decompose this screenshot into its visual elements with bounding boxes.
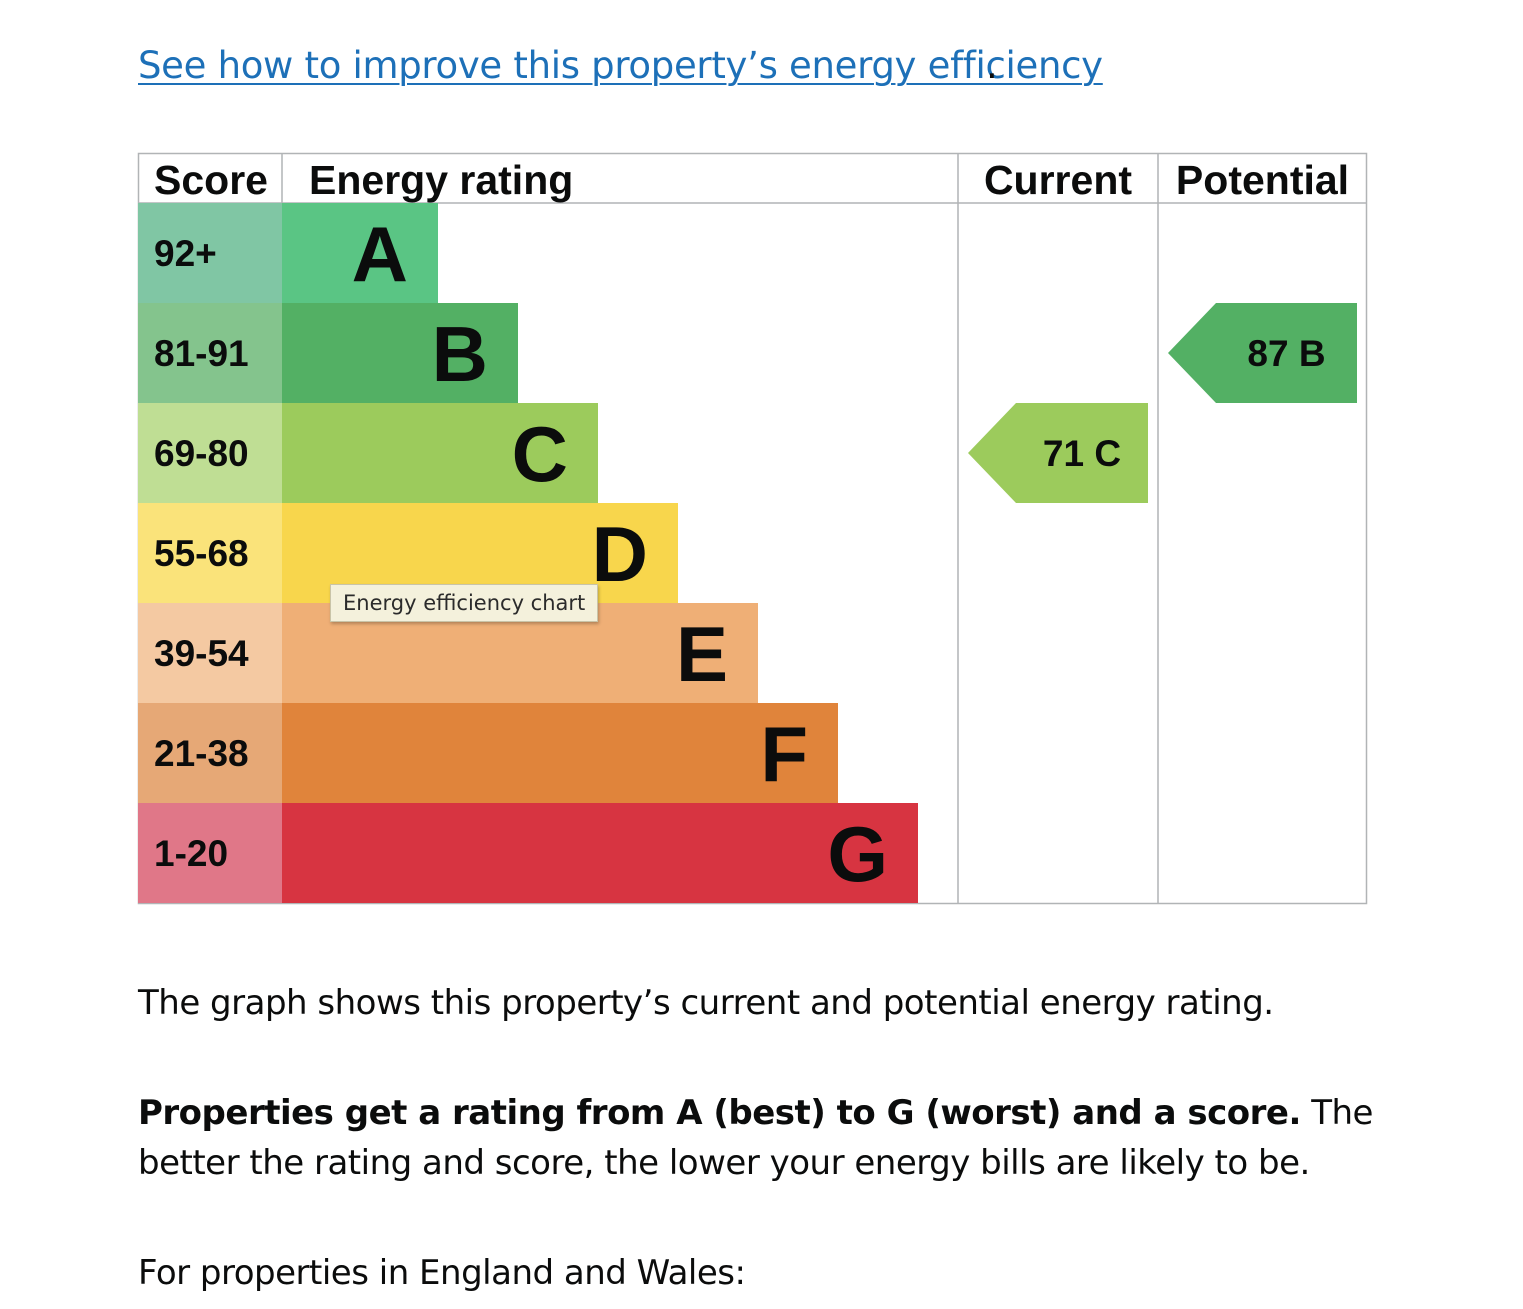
graph-description: The graph shows this property’s current … bbox=[138, 983, 1274, 1023]
score-label-e: 39-54 bbox=[154, 633, 249, 674]
current-arrow bbox=[968, 403, 1148, 503]
score-cell-a bbox=[138, 203, 282, 303]
score-cell-b bbox=[138, 303, 282, 403]
energy-efficiency-chart: 92+ 81-91 69-80 55-68 39-54 21-38 1-20 ABCDEFG… bbox=[137, 152, 1368, 905]
england-wales-intro: For properties in England and Wales: bbox=[138, 1253, 746, 1293]
band-bar-g bbox=[282, 803, 918, 903]
score-label-f: 21-38 bbox=[154, 733, 249, 774]
score-cell-c bbox=[138, 403, 282, 503]
score-cell-d bbox=[138, 503, 282, 603]
current-header: Current bbox=[984, 157, 1132, 203]
band-bar-b bbox=[282, 303, 518, 403]
score-column: 92+ 81-91 69-80 55-68 39-54 21-38 1-20 bbox=[138, 203, 282, 903]
score-cell-g bbox=[138, 803, 282, 903]
rating-arrows: 71 C 87 B bbox=[968, 303, 1357, 503]
score-header: Score bbox=[154, 157, 268, 203]
rating-explanation: Properties get a rating from A (best) to… bbox=[138, 1088, 1378, 1188]
chart-headers: Score Energy rating Current Potential bbox=[154, 157, 1349, 203]
score-label-b: 81-91 bbox=[154, 333, 249, 374]
link-trailing-period: . bbox=[986, 44, 998, 87]
band-letter-e: E bbox=[676, 610, 728, 698]
score-label-a: 92+ bbox=[154, 233, 217, 274]
band-letter-d: D bbox=[592, 510, 648, 598]
potential-header: Potential bbox=[1176, 157, 1349, 203]
rating-explanation-bold: Properties get a rating from A (best) to… bbox=[138, 1093, 1301, 1133]
potential-rating-label: 87 B bbox=[1247, 333, 1325, 374]
score-label-c: 69-80 bbox=[154, 433, 249, 474]
band-bar-f bbox=[282, 703, 838, 803]
score-cell-e bbox=[138, 603, 282, 703]
score-cell-f bbox=[138, 703, 282, 803]
band-letter-b: B bbox=[432, 310, 488, 398]
band-letter-g: G bbox=[827, 810, 888, 898]
band-letter-f: F bbox=[760, 710, 808, 798]
rating-explanation-rest: The better the rating and score, the low… bbox=[138, 1093, 1373, 1183]
band-bar-a bbox=[282, 203, 438, 303]
band-letter-c: C bbox=[512, 410, 568, 498]
current-rating-label: 71 C bbox=[1043, 433, 1121, 474]
energy-rating-header: Energy rating bbox=[309, 157, 573, 203]
improve-energy-efficiency-link[interactable]: See how to improve this property’s energ… bbox=[138, 44, 1103, 87]
potential-arrow bbox=[1168, 303, 1357, 403]
band-bar-c bbox=[282, 403, 598, 503]
score-label-d: 55-68 bbox=[154, 533, 249, 574]
band-letter-a: A bbox=[352, 210, 408, 298]
chart-tooltip: Energy efficiency chart bbox=[330, 584, 599, 622]
score-label-g: 1-20 bbox=[154, 833, 228, 874]
